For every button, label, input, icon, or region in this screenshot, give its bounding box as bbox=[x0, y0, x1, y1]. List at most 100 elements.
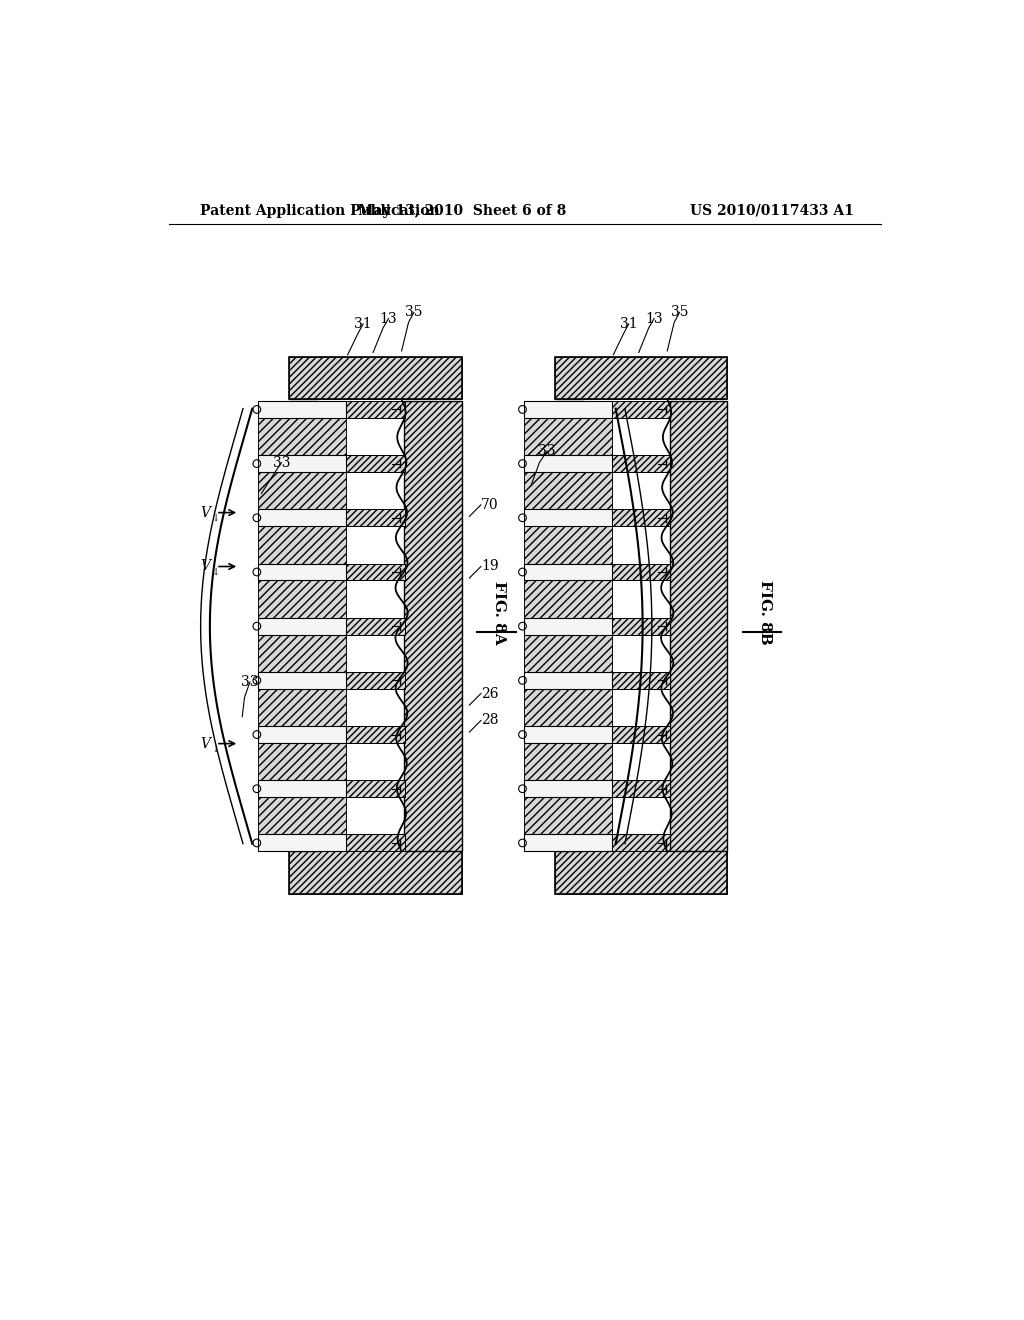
Bar bbox=[289, 358, 462, 400]
Bar bbox=[346, 455, 404, 473]
Bar bbox=[258, 689, 346, 726]
Bar bbox=[611, 564, 671, 581]
Text: 28: 28 bbox=[481, 714, 499, 727]
Bar bbox=[289, 401, 318, 851]
Bar bbox=[524, 418, 611, 455]
Bar bbox=[258, 473, 346, 510]
Bar bbox=[524, 797, 611, 834]
Bar bbox=[258, 527, 346, 564]
Bar bbox=[524, 689, 611, 726]
Bar bbox=[258, 780, 346, 797]
Text: 31: 31 bbox=[354, 317, 372, 331]
Bar bbox=[346, 455, 404, 473]
Bar bbox=[346, 834, 404, 851]
Bar bbox=[346, 564, 404, 581]
Bar bbox=[346, 780, 404, 797]
Bar bbox=[524, 564, 611, 581]
Bar bbox=[524, 726, 611, 743]
Bar bbox=[346, 510, 404, 527]
Text: 33: 33 bbox=[272, 455, 290, 470]
Bar bbox=[346, 618, 404, 635]
Bar bbox=[524, 635, 611, 672]
Text: 70: 70 bbox=[481, 498, 499, 512]
Bar bbox=[258, 743, 346, 780]
Bar bbox=[258, 672, 346, 689]
Bar bbox=[258, 418, 346, 455]
Bar bbox=[611, 672, 671, 689]
Bar bbox=[611, 510, 671, 527]
Bar bbox=[555, 851, 727, 894]
Bar bbox=[346, 510, 404, 527]
Bar bbox=[524, 635, 611, 672]
Bar bbox=[258, 564, 346, 581]
Bar bbox=[611, 401, 671, 418]
Bar bbox=[611, 564, 671, 581]
Bar bbox=[258, 401, 346, 418]
Bar bbox=[346, 726, 404, 743]
Bar bbox=[524, 473, 611, 510]
Bar bbox=[524, 510, 611, 527]
Bar bbox=[258, 418, 346, 455]
Bar bbox=[346, 401, 404, 418]
Bar bbox=[555, 401, 584, 851]
Text: 31: 31 bbox=[620, 317, 638, 331]
Bar bbox=[524, 618, 611, 635]
Bar bbox=[346, 780, 404, 797]
Text: FIG. 8A: FIG. 8A bbox=[493, 581, 507, 644]
Text: V: V bbox=[201, 506, 211, 520]
Text: FIG. 8B: FIG. 8B bbox=[758, 581, 772, 645]
Bar bbox=[524, 672, 611, 689]
Text: 35: 35 bbox=[671, 305, 688, 319]
Bar bbox=[258, 618, 346, 635]
Text: 33: 33 bbox=[539, 444, 556, 458]
Text: V: V bbox=[201, 737, 211, 751]
Bar bbox=[524, 401, 611, 418]
Bar bbox=[611, 618, 671, 635]
Bar bbox=[611, 834, 671, 851]
Bar bbox=[611, 726, 671, 743]
Bar bbox=[524, 834, 611, 851]
Bar bbox=[524, 743, 611, 780]
Bar bbox=[258, 527, 346, 564]
Bar bbox=[346, 401, 404, 418]
Bar bbox=[611, 618, 671, 635]
Bar bbox=[258, 834, 346, 851]
Text: Patent Application Publication: Patent Application Publication bbox=[200, 203, 439, 218]
Bar bbox=[524, 581, 611, 618]
Bar bbox=[258, 726, 346, 743]
Text: 13: 13 bbox=[380, 312, 397, 326]
Bar bbox=[289, 851, 462, 894]
Bar bbox=[524, 780, 611, 797]
Bar bbox=[611, 726, 671, 743]
Bar bbox=[258, 797, 346, 834]
Bar bbox=[346, 726, 404, 743]
Bar bbox=[611, 834, 671, 851]
Bar bbox=[524, 689, 611, 726]
Bar bbox=[258, 635, 346, 672]
Bar bbox=[258, 510, 346, 527]
Bar bbox=[258, 455, 346, 473]
Text: 26: 26 bbox=[481, 686, 499, 701]
Text: May 13, 2010  Sheet 6 of 8: May 13, 2010 Sheet 6 of 8 bbox=[357, 203, 566, 218]
Bar bbox=[524, 455, 611, 473]
Bar bbox=[289, 851, 462, 894]
Bar bbox=[670, 401, 727, 851]
Bar bbox=[611, 455, 671, 473]
Text: 35: 35 bbox=[406, 305, 423, 319]
Bar bbox=[258, 581, 346, 618]
Bar bbox=[258, 581, 346, 618]
Bar bbox=[611, 510, 671, 527]
Bar bbox=[670, 401, 727, 851]
Bar bbox=[289, 358, 462, 400]
Bar bbox=[258, 743, 346, 780]
Text: 13: 13 bbox=[645, 312, 663, 326]
Text: ↓: ↓ bbox=[212, 513, 220, 523]
Bar bbox=[611, 780, 671, 797]
Text: ↓: ↓ bbox=[212, 568, 220, 577]
Bar bbox=[346, 564, 404, 581]
Bar bbox=[289, 401, 318, 851]
Bar bbox=[524, 743, 611, 780]
Bar bbox=[524, 473, 611, 510]
Bar bbox=[611, 780, 671, 797]
Bar bbox=[555, 358, 727, 400]
